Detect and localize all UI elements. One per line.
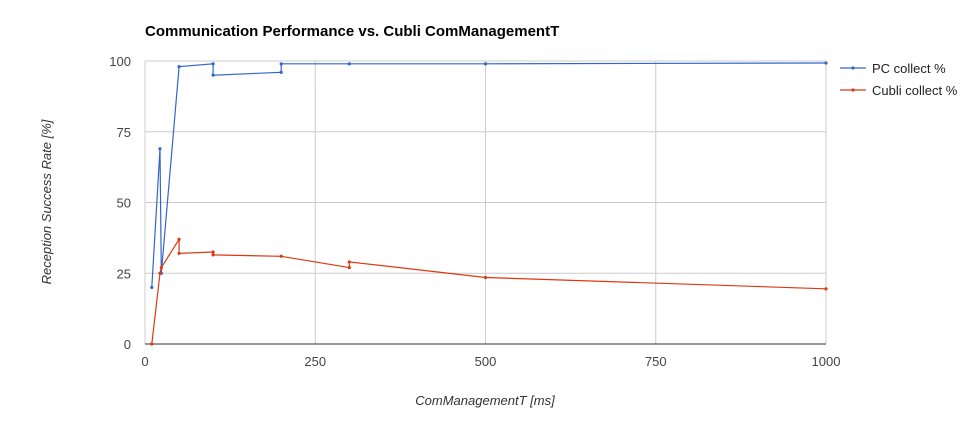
legend-label-2: Cubli collect % <box>872 83 958 98</box>
legend: PC collect % Cubli collect % <box>840 61 958 98</box>
data-point <box>483 275 488 280</box>
data-point <box>347 62 351 66</box>
x-axis-label: ComManagementT [ms] <box>415 393 555 408</box>
legend-marker-2 <box>851 88 855 92</box>
x-axis: 0 250 500 750 1000 <box>141 343 841 369</box>
data-point <box>279 70 283 74</box>
data-point <box>159 265 163 270</box>
data-point <box>347 260 351 264</box>
data-point <box>211 62 215 66</box>
data-point <box>158 271 162 275</box>
x-tick-label: 750 <box>645 354 667 369</box>
data-point <box>177 237 181 241</box>
x-tick-label: 1000 <box>812 354 841 369</box>
data-point <box>211 253 215 257</box>
data-point <box>279 62 283 66</box>
y-tick-label: 50 <box>117 196 131 211</box>
data-point <box>483 62 488 66</box>
data-point <box>158 147 162 151</box>
series-line-1 <box>151 62 827 288</box>
y-tick-label: 100 <box>109 54 131 69</box>
x-tick-label: 500 <box>475 354 497 369</box>
y-axis: 0 25 50 75 100 <box>109 54 131 352</box>
data-point <box>211 250 215 254</box>
grid <box>144 60 827 345</box>
x-tick-label: 0 <box>141 354 148 369</box>
plot-area <box>150 61 828 346</box>
legend-marker-1 <box>851 66 855 70</box>
data-point <box>150 285 154 289</box>
y-tick-label: 0 <box>124 337 131 352</box>
y-tick-label: 25 <box>117 266 131 281</box>
series-line-2 <box>151 237 827 345</box>
data-point <box>824 61 828 65</box>
x-tick-label: 250 <box>304 354 326 369</box>
data-point <box>150 342 154 346</box>
data-point <box>211 73 215 77</box>
y-tick-label: 75 <box>117 125 131 140</box>
data-point <box>279 254 283 258</box>
y-axis-label: Reception Success Rate [%] <box>39 119 54 284</box>
data-point <box>177 65 181 69</box>
chart-title: Communication Performance vs. Cubli ComM… <box>145 23 559 40</box>
legend-label-1: PC collect % <box>872 61 946 76</box>
data-point <box>824 287 828 291</box>
data-point <box>347 265 351 270</box>
data-point <box>177 251 181 256</box>
